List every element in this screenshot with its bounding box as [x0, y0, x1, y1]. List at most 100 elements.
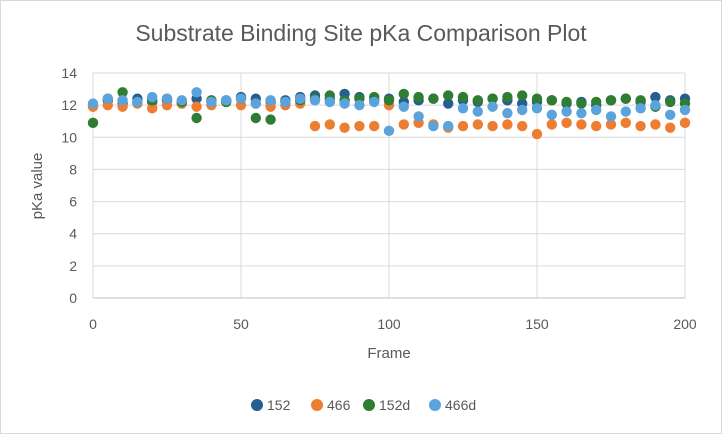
y-axis-title: pKa value — [29, 153, 46, 220]
data-point-152d — [457, 91, 469, 103]
data-point-466 — [517, 120, 528, 132]
data-point-152d — [665, 96, 676, 108]
x-tick-label: 200 — [673, 316, 697, 332]
data-point-466d — [250, 98, 261, 109]
data-point-466 — [457, 120, 469, 132]
data-point-466d — [531, 103, 543, 114]
legend-label-152d: 152d — [379, 397, 410, 413]
series-466d — [87, 87, 691, 137]
y-tick-label: 10 — [61, 129, 77, 145]
legend-label-466d: 466d — [445, 397, 476, 413]
data-point-466d — [665, 109, 676, 120]
data-point-466 — [191, 101, 202, 112]
data-point-152d — [576, 98, 587, 109]
data-point-152d — [546, 95, 557, 106]
legend-label-152: 152 — [267, 397, 291, 413]
data-point-466d — [235, 93, 247, 104]
data-point-466d — [191, 87, 202, 98]
x-tick-label: 50 — [233, 316, 249, 332]
x-axis-title: Frame — [367, 345, 410, 362]
data-point-466d — [206, 96, 217, 108]
data-point-466d — [280, 96, 291, 108]
data-point-152d — [398, 88, 409, 100]
data-point-466 — [665, 122, 676, 133]
data-point-466d — [221, 95, 232, 106]
data-point-466d — [650, 99, 661, 111]
data-points — [87, 87, 691, 140]
data-point-152d — [620, 93, 631, 104]
legend-marker-152d — [363, 399, 375, 411]
legend-label-466: 466 — [327, 397, 351, 413]
data-point-466d — [87, 98, 99, 109]
data-point-466d — [428, 120, 439, 132]
data-point-466 — [546, 119, 557, 130]
data-point-466d — [369, 96, 380, 108]
data-point-466d — [487, 101, 498, 112]
y-tick-label: 8 — [69, 161, 77, 177]
data-point-152 — [443, 98, 454, 109]
data-point-466d — [605, 111, 617, 122]
tick-labels: 0 2 4 6 8 10 12 14 0 50 100 150 200 — [61, 65, 696, 332]
x-tick-label: 150 — [525, 316, 549, 332]
data-point-466d — [413, 111, 424, 122]
data-point-152d — [531, 93, 543, 104]
data-point-466 — [354, 120, 365, 132]
data-point-152d — [117, 87, 128, 98]
data-point-466d — [324, 96, 335, 108]
data-point-466 — [369, 120, 380, 132]
data-point-466 — [576, 119, 587, 130]
data-point-466 — [635, 120, 646, 132]
data-point-152d — [428, 93, 439, 104]
data-point-466d — [176, 95, 187, 106]
data-point-152d — [591, 96, 602, 108]
data-point-152 — [650, 91, 661, 103]
data-point-152d — [250, 112, 261, 124]
y-tick-label: 4 — [69, 226, 77, 242]
data-point-466d — [354, 99, 365, 111]
data-point-466 — [147, 103, 158, 114]
data-point-466 — [591, 120, 602, 132]
data-point-152d — [472, 95, 483, 106]
legend: 152 466 152d 466d — [251, 397, 476, 413]
data-point-466d — [517, 104, 528, 116]
y-tick-label: 14 — [61, 65, 77, 81]
data-point-466d — [502, 107, 513, 119]
chart-title: Substrate Binding Site pKa Comparison Pl… — [135, 20, 587, 46]
data-point-152d — [413, 91, 424, 103]
data-point-466 — [531, 128, 543, 140]
data-point-466 — [339, 122, 350, 133]
data-point-466 — [502, 119, 513, 130]
data-point-466d — [132, 96, 143, 108]
data-point-152d — [635, 95, 646, 106]
data-point-152d — [517, 90, 528, 101]
data-point-152d — [502, 91, 513, 103]
data-point-152d — [87, 117, 99, 129]
data-point-466d — [591, 104, 602, 116]
data-point-466 — [472, 119, 483, 130]
data-point-466 — [561, 117, 572, 129]
legend-marker-466 — [311, 399, 323, 411]
data-point-152d — [487, 93, 498, 104]
data-point-466 — [398, 119, 409, 130]
data-point-466 — [605, 119, 617, 130]
data-point-466d — [679, 104, 691, 116]
data-point-466d — [472, 106, 483, 117]
data-point-466d — [457, 103, 469, 114]
data-point-466 — [620, 117, 631, 129]
data-point-466d — [161, 93, 173, 104]
data-point-466d — [546, 109, 557, 120]
y-tick-label: 6 — [69, 194, 77, 210]
data-point-466d — [309, 95, 321, 106]
data-point-466d — [117, 95, 128, 106]
data-point-152d — [191, 112, 202, 124]
data-point-466d — [576, 107, 587, 119]
data-point-152d — [265, 114, 276, 125]
data-point-466d — [147, 91, 158, 103]
x-tick-label: 100 — [377, 316, 401, 332]
data-point-466d — [635, 103, 646, 114]
x-tick-label: 0 — [89, 316, 97, 332]
data-point-152d — [561, 96, 572, 108]
data-point-466d — [339, 98, 350, 109]
